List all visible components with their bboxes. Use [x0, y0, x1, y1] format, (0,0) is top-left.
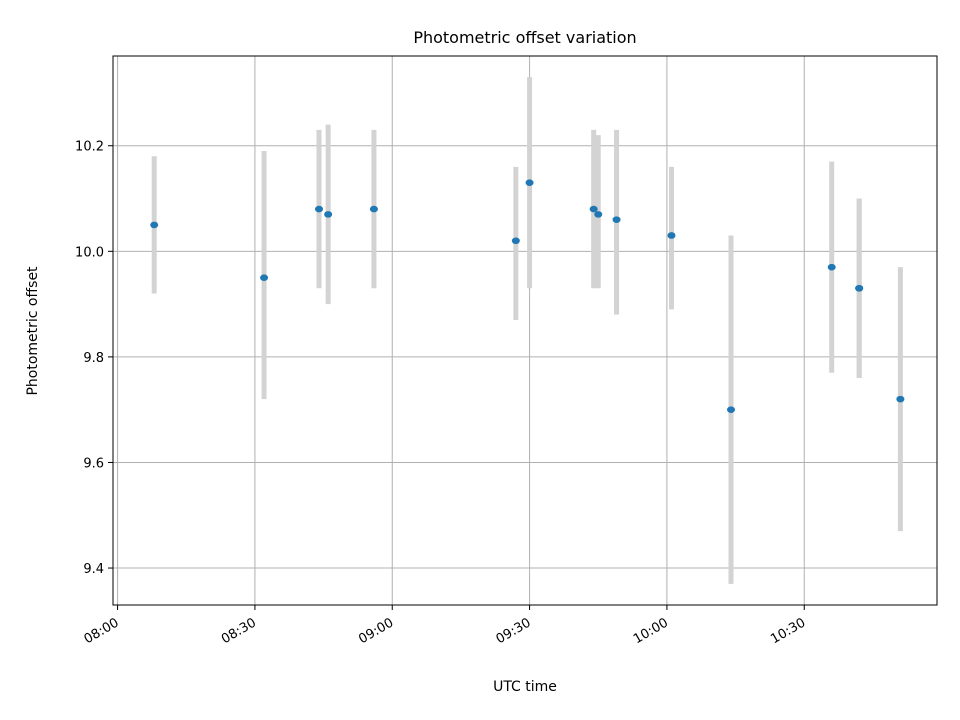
data-point [369, 205, 378, 213]
x-axis-label: UTC time [493, 679, 557, 695]
data-point [315, 205, 323, 213]
y-tick-label: 9.4 [83, 562, 104, 577]
data-points [150, 179, 905, 413]
data-point [511, 237, 520, 245]
data-point [612, 216, 621, 223]
data-point [589, 205, 598, 213]
chart-title: Photometric offset variation [413, 28, 636, 47]
data-point [855, 284, 864, 292]
data-point [827, 263, 836, 271]
data-point [667, 232, 676, 239]
data-point [896, 395, 905, 403]
data-point [324, 211, 333, 218]
y-tick-label: 9.6 [83, 456, 104, 471]
y-tick-label: 10.0 [75, 245, 104, 260]
plot-frame [112, 55, 938, 606]
data-point [594, 211, 603, 218]
y-axis-label: Photometric offset [25, 266, 41, 396]
data-point [525, 179, 534, 186]
y-tick-label: 10.2 [75, 140, 104, 155]
data-point [727, 406, 735, 413]
y-tick-label: 9.8 [83, 351, 104, 366]
data-point [260, 274, 269, 282]
grid [113, 56, 937, 605]
y-axis: 9.4 9.6 9.8 10.0 10.2 [75, 140, 113, 577]
data-point [150, 221, 159, 229]
